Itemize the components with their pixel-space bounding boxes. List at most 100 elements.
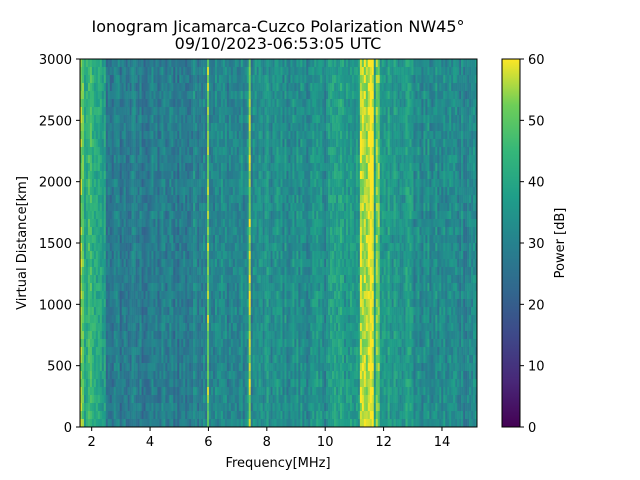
heatmap-cell xyxy=(93,275,97,284)
heatmap-cell xyxy=(292,339,295,348)
heatmap-cell xyxy=(242,403,246,412)
heatmap-cell xyxy=(236,339,240,348)
heatmap-cell xyxy=(222,259,226,268)
heatmap-cell xyxy=(270,147,273,156)
heatmap-cell xyxy=(135,123,138,132)
heatmap-cell xyxy=(161,147,164,156)
heatmap-cell xyxy=(89,395,93,404)
heatmap-cell xyxy=(274,219,277,228)
heatmap-cell xyxy=(228,339,232,348)
heatmap-cell xyxy=(272,163,275,172)
heatmap-cell xyxy=(135,411,138,420)
heatmap-cell xyxy=(214,59,218,68)
heatmap-cell xyxy=(145,235,148,244)
heatmap-cell xyxy=(290,75,293,84)
heatmap-cell xyxy=(165,419,168,428)
heatmap-cell xyxy=(141,387,144,396)
heatmap-cell xyxy=(149,355,152,364)
heatmap-cell xyxy=(228,99,232,108)
heatmap-cell xyxy=(224,315,228,324)
heatmap-cell xyxy=(101,187,105,196)
heatmap-cell xyxy=(282,267,285,276)
heatmap-cell xyxy=(195,59,198,68)
heatmap-cell xyxy=(250,379,253,388)
heatmap-cell xyxy=(238,123,242,132)
heatmap-cell xyxy=(282,387,285,396)
heatmap-cell xyxy=(155,123,158,132)
heatmap-cell xyxy=(242,395,246,404)
heatmap-cell xyxy=(167,139,170,148)
heatmap-cell xyxy=(151,371,154,380)
heatmap-cell xyxy=(105,315,109,324)
heatmap-cell xyxy=(165,267,168,276)
heatmap-cell xyxy=(201,171,204,180)
heatmap-cell xyxy=(189,291,192,300)
heatmap-cell xyxy=(163,235,166,244)
heatmap-cell xyxy=(103,299,107,308)
heatmap-cell xyxy=(147,403,150,412)
heatmap-cell xyxy=(282,59,285,68)
heatmap-cell xyxy=(111,155,115,164)
heatmap-cell xyxy=(177,419,180,428)
heatmap-cell xyxy=(218,251,222,260)
heatmap-cell xyxy=(145,163,148,172)
heatmap-cell xyxy=(238,107,242,116)
heatmap-cell xyxy=(165,139,168,148)
heatmap-cell xyxy=(139,59,142,68)
heatmap-cell xyxy=(117,91,121,100)
heatmap-cell xyxy=(149,139,152,148)
heatmap-cell xyxy=(163,147,166,156)
heatmap-cell xyxy=(268,83,271,92)
heatmap-cell xyxy=(145,299,148,308)
heatmap-cell xyxy=(139,291,142,300)
heatmap-cell xyxy=(179,59,182,68)
heatmap-cell xyxy=(260,347,263,356)
heatmap-cell xyxy=(292,163,295,172)
heatmap-cell xyxy=(139,411,142,420)
heatmap-cell xyxy=(111,227,115,236)
heatmap-cell xyxy=(151,155,154,164)
heatmap-cell xyxy=(115,115,119,124)
heatmap-cell xyxy=(252,123,255,132)
heatmap-cell xyxy=(119,147,122,156)
heatmap-cell xyxy=(133,139,136,148)
heatmap-cell xyxy=(252,139,255,148)
heatmap-cell xyxy=(89,259,93,268)
heatmap-cell xyxy=(111,179,115,188)
heatmap-cell xyxy=(256,371,259,380)
heatmap-cell xyxy=(272,339,275,348)
heatmap-cell xyxy=(250,67,253,76)
heatmap-cell xyxy=(83,291,87,300)
heatmap-cell xyxy=(242,347,246,356)
heatmap-cell xyxy=(101,99,105,108)
heatmap-cell xyxy=(143,379,146,388)
heatmap-cell xyxy=(278,171,281,180)
heatmap-cell xyxy=(155,219,158,228)
heatmap-cell xyxy=(101,227,105,236)
heatmap-cell xyxy=(290,211,293,220)
heatmap-cell xyxy=(252,91,255,100)
heatmap-cell xyxy=(230,307,234,316)
heatmap-cell xyxy=(274,355,277,364)
heatmap-cell xyxy=(149,235,152,244)
heatmap-cell xyxy=(218,299,222,308)
heatmap-cell xyxy=(242,251,246,260)
heatmap-cell xyxy=(209,179,212,188)
heatmap-cell xyxy=(292,195,295,204)
heatmap-cell xyxy=(195,219,198,228)
heatmap-cell xyxy=(143,163,146,172)
heatmap-cell xyxy=(169,155,172,164)
heatmap-cell xyxy=(133,411,136,420)
heatmap-cell xyxy=(220,155,224,164)
heatmap-cell xyxy=(236,107,240,116)
heatmap-cell xyxy=(213,163,216,172)
heatmap-cell xyxy=(290,251,293,260)
heatmap-cell xyxy=(209,219,212,228)
heatmap-cell xyxy=(205,75,208,84)
heatmap-cell xyxy=(135,283,138,292)
heatmap-cell xyxy=(163,99,166,108)
heatmap-cell xyxy=(218,411,222,420)
heatmap-cell xyxy=(244,411,248,420)
heatmap-cell xyxy=(258,107,261,116)
heatmap-cell xyxy=(242,59,246,68)
